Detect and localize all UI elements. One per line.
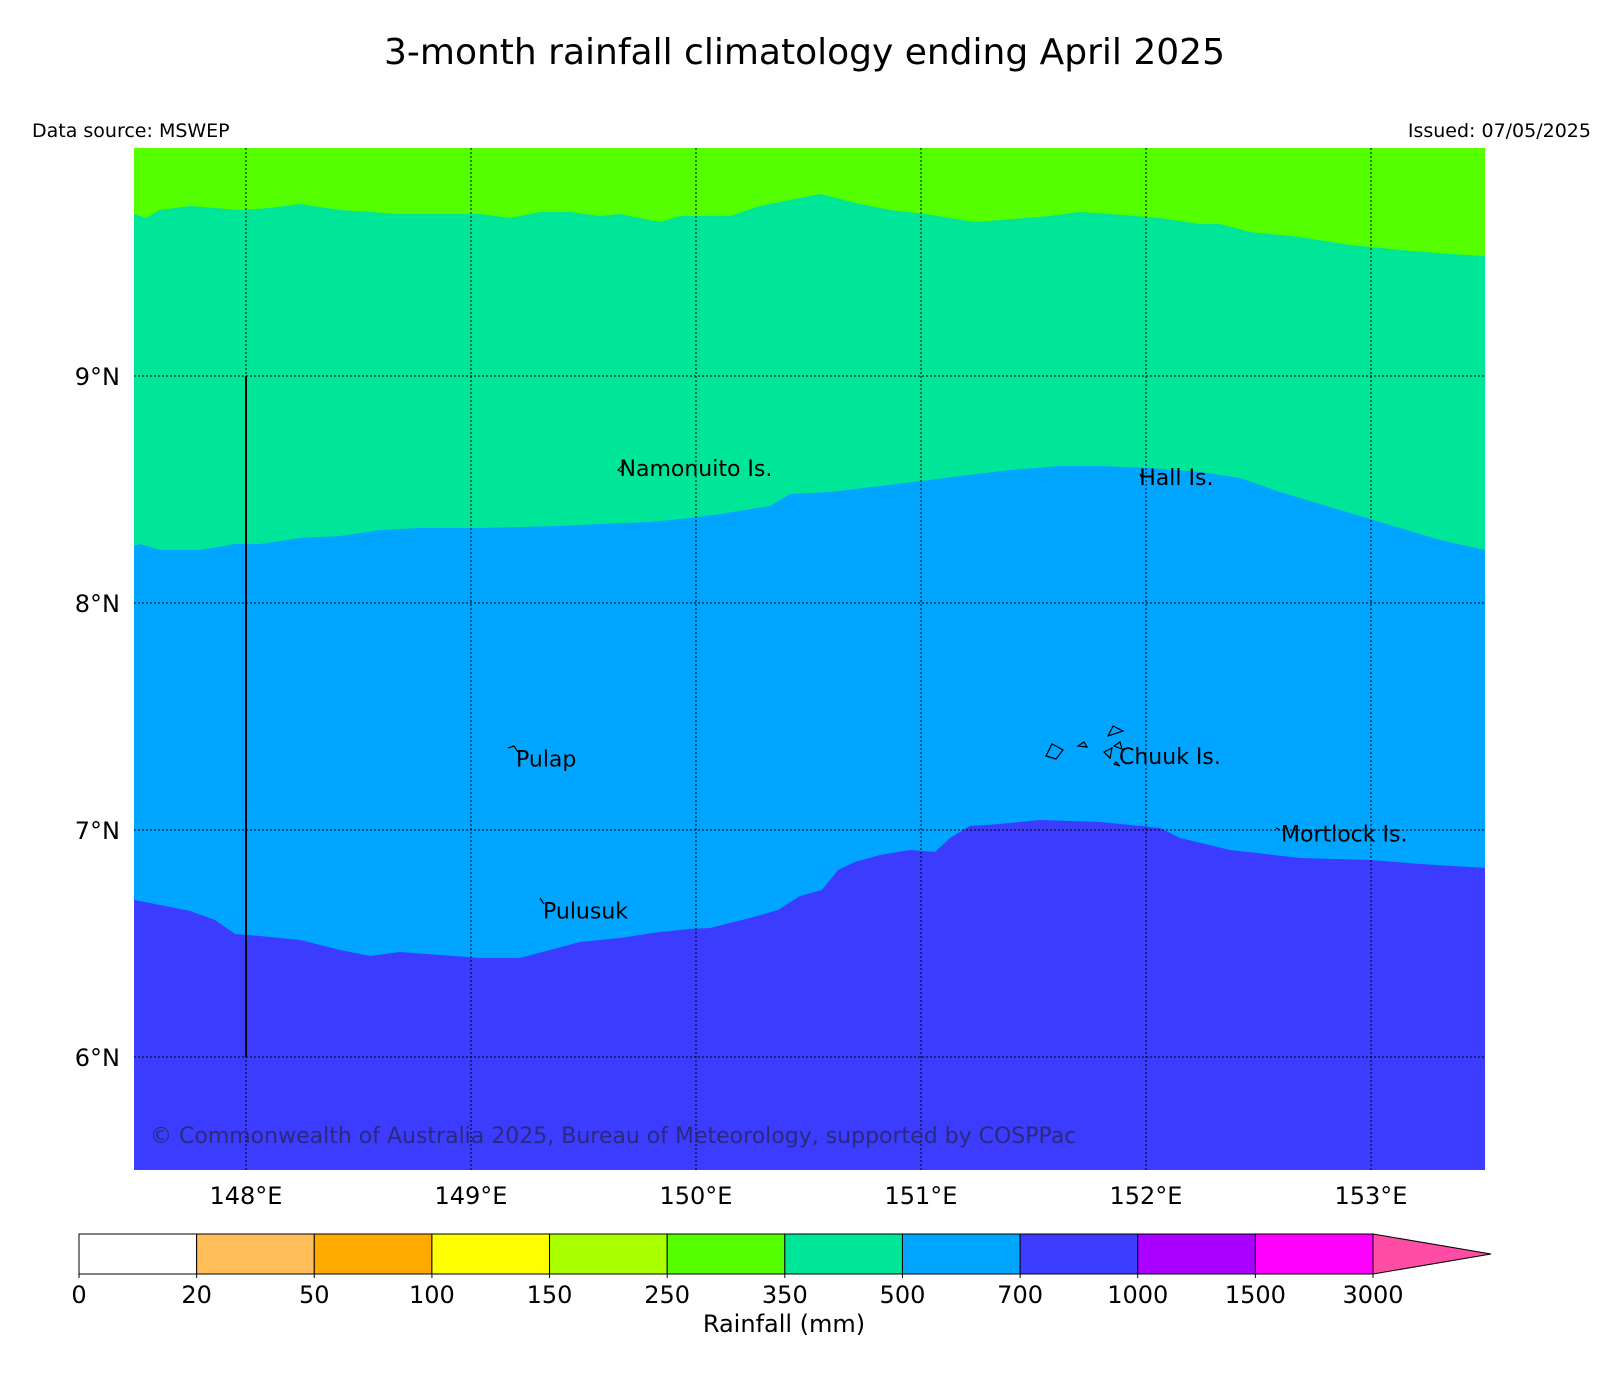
data-source-label: Data source: MSWEP bbox=[32, 120, 230, 142]
colorbar-level-label: 20 bbox=[181, 1281, 212, 1309]
colorbar-level-label: 350 bbox=[762, 1281, 808, 1309]
place-label: Pulap bbox=[516, 747, 576, 772]
colorbar-swatch bbox=[313, 1233, 433, 1275]
colorbar-swatch bbox=[784, 1233, 903, 1275]
colorbar-level-label: 3000 bbox=[1342, 1281, 1403, 1309]
lon-tick-label: 150°E bbox=[660, 1182, 733, 1210]
graticule bbox=[134, 148, 1485, 1170]
mortlock-outline bbox=[1275, 827, 1281, 831]
colorbar-swatch bbox=[431, 1233, 551, 1275]
colorbar-swatch bbox=[1254, 1233, 1374, 1275]
hall-outline bbox=[1139, 473, 1143, 479]
chuuk-outline-e bbox=[1112, 741, 1123, 750]
place-label: Hall Is. bbox=[1139, 466, 1213, 491]
colorbar-level-label: 50 bbox=[299, 1281, 330, 1309]
chuuk-outline-d bbox=[1102, 746, 1113, 760]
pulap-outline bbox=[507, 745, 519, 753]
chuuk-outline-b bbox=[1045, 743, 1064, 760]
colorbar-level-label: 250 bbox=[644, 1281, 690, 1309]
colorbar-level-label: 1500 bbox=[1225, 1281, 1286, 1309]
colorbar-level-label: 100 bbox=[409, 1281, 455, 1309]
lat-tick-label: 8°N bbox=[75, 590, 120, 618]
lat-tick-label: 7°N bbox=[75, 817, 120, 845]
place-label: Chuuk Is. bbox=[1119, 745, 1221, 770]
lon-tick-label: 151°E bbox=[885, 1182, 958, 1210]
colorbar-level-label: 150 bbox=[527, 1281, 573, 1309]
place-labels: Namonuito Is. Hall Is. Pulap Chuuk Is. Mortl… bbox=[516, 457, 1407, 925]
place-label: Mortlock Is. bbox=[1281, 822, 1407, 847]
colorbar-swatch bbox=[901, 1233, 1021, 1275]
colorbar-level-label: 700 bbox=[997, 1281, 1043, 1309]
colorbar-swatch bbox=[666, 1233, 786, 1275]
issued-date-label: Issued: 07/05/2025 bbox=[1407, 120, 1591, 142]
colorbar-swatch bbox=[196, 1233, 315, 1275]
pulusuk-outline bbox=[539, 897, 545, 905]
lat-tick-label: 9°N bbox=[75, 363, 120, 391]
lon-tick-label: 149°E bbox=[435, 1182, 508, 1210]
colorbar-level-label: 0 bbox=[71, 1281, 86, 1309]
colorbar-level-label: 1000 bbox=[1107, 1281, 1168, 1309]
colorbar-swatch bbox=[549, 1233, 668, 1275]
colorbar-swatch bbox=[78, 1233, 198, 1275]
axis-ticks: 148°E 149°E 150°E 151°E 152°E 153°E 9°N 8°N 7°N 6… bbox=[75, 363, 1408, 1210]
rainfall-bands bbox=[134, 148, 1485, 1170]
chuuk-outline-c bbox=[1076, 741, 1089, 748]
place-label: Namonuito Is. bbox=[620, 457, 773, 482]
copyright-notice: © Commonwealth of Australia 2025, Bureau… bbox=[150, 1124, 1076, 1149]
band-250-350 bbox=[134, 148, 1485, 256]
band-350-500 bbox=[134, 148, 1485, 550]
namonuito-outline bbox=[616, 462, 626, 473]
lon-tick-label: 148°E bbox=[210, 1182, 283, 1210]
colorbar-title: Rainfall (mm) bbox=[703, 1310, 865, 1338]
chuuk-outline-f bbox=[1112, 761, 1121, 767]
map-title: 3-month rainfall climatology ending Apri… bbox=[383, 32, 1225, 73]
colorbar-level-label: 500 bbox=[880, 1281, 926, 1309]
lat-tick-label: 6°N bbox=[75, 1044, 120, 1072]
colorbar-swatch bbox=[1019, 1233, 1139, 1275]
colorbar-extend-arrow bbox=[1372, 1233, 1492, 1275]
place-label: Pulusuk bbox=[543, 900, 628, 925]
lon-tick-label: 152°E bbox=[1110, 1182, 1183, 1210]
lon-tick-label: 153°E bbox=[1335, 1182, 1408, 1210]
colorbar-swatch bbox=[1137, 1233, 1256, 1275]
colorbar: 0 20 50 100 150 250 350 500 700 1000 1500 3000 bbox=[71, 1233, 1492, 1309]
chuuk-outline-a bbox=[1106, 725, 1125, 738]
island-outlines bbox=[507, 462, 1281, 905]
